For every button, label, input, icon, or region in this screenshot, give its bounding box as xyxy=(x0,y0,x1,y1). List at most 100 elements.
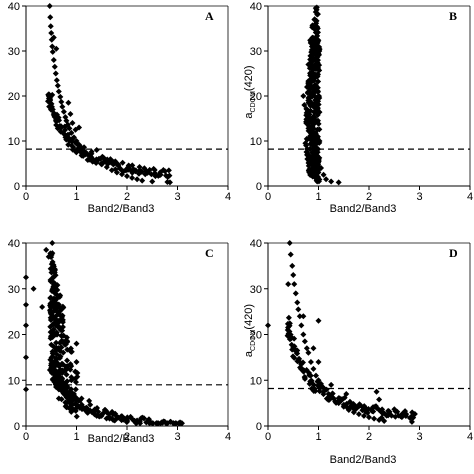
data-point xyxy=(139,177,146,184)
data-point xyxy=(166,179,173,186)
x-tick-label: 0 xyxy=(23,431,29,443)
x-tick-label: 1 xyxy=(315,431,321,443)
data-point xyxy=(50,326,57,333)
data-point xyxy=(64,384,71,391)
data-point xyxy=(55,324,62,331)
data-point xyxy=(113,169,120,176)
data-point xyxy=(55,88,62,95)
data-point xyxy=(314,11,321,18)
data-point xyxy=(313,4,320,11)
x-tick-label: 3 xyxy=(416,191,422,203)
data-point xyxy=(60,349,67,356)
data-point xyxy=(408,418,415,425)
data-point xyxy=(291,343,298,350)
panel-letter: B xyxy=(449,9,457,23)
data-point xyxy=(299,359,306,366)
x-tick-label: 2 xyxy=(124,431,130,443)
data-point xyxy=(134,417,141,424)
x-tick-label: 2 xyxy=(366,431,372,443)
data-point xyxy=(53,339,60,346)
data-point xyxy=(314,57,321,64)
data-point xyxy=(48,30,55,36)
data-point xyxy=(298,322,305,329)
data-point xyxy=(320,171,327,178)
data-point xyxy=(63,371,70,378)
data-point xyxy=(146,166,153,173)
data-point xyxy=(300,313,307,320)
data-point xyxy=(103,164,110,171)
y-tick-label: 30 xyxy=(8,46,20,58)
y-tick-label: 30 xyxy=(8,284,20,296)
data-point xyxy=(328,381,335,388)
data-point xyxy=(55,360,62,367)
data-point xyxy=(83,404,90,411)
data-point xyxy=(106,413,113,420)
data-point xyxy=(315,120,322,127)
data-point xyxy=(47,14,54,21)
data-point xyxy=(78,395,85,402)
y-tick-label: 10 xyxy=(8,375,20,387)
data-point xyxy=(73,413,80,420)
data-point xyxy=(72,368,79,375)
data-point xyxy=(66,125,73,132)
data-point xyxy=(53,45,60,52)
data-point xyxy=(294,299,301,306)
data-point xyxy=(151,166,158,173)
data-point xyxy=(177,419,184,426)
data-point xyxy=(54,286,61,293)
data-point xyxy=(23,274,29,281)
data-point xyxy=(300,93,307,99)
data-point xyxy=(291,335,298,342)
x-tick-label: 4 xyxy=(467,191,473,203)
data-point xyxy=(51,267,58,274)
x-tick-label: 1 xyxy=(73,191,79,203)
x-tick-label: 3 xyxy=(174,191,180,203)
data-point xyxy=(161,418,168,425)
data-point xyxy=(314,88,321,95)
data-point xyxy=(73,138,80,144)
data-point xyxy=(166,172,173,179)
data-point xyxy=(52,70,59,77)
x-tick-label: 2 xyxy=(124,191,130,203)
data-point xyxy=(50,57,57,63)
x-tick-label: 1 xyxy=(315,191,321,203)
data-point xyxy=(49,106,56,113)
data-point xyxy=(316,44,323,51)
data-point xyxy=(59,303,66,310)
data-point xyxy=(49,48,56,55)
x-tick-label: 3 xyxy=(174,431,180,443)
data-point xyxy=(64,357,71,364)
data-point xyxy=(52,281,59,288)
data-point xyxy=(58,361,65,368)
x-tick-label: 4 xyxy=(467,431,473,443)
y-tick-label: 0 xyxy=(14,181,20,193)
data-point xyxy=(76,124,83,131)
data-point xyxy=(314,162,321,169)
data-point xyxy=(370,408,377,415)
data-point xyxy=(134,176,141,183)
data-point xyxy=(68,363,75,370)
data-point xyxy=(312,23,319,30)
data-point xyxy=(314,38,321,45)
data-point xyxy=(88,148,95,155)
data-point xyxy=(54,331,61,338)
data-point xyxy=(314,49,321,56)
data-point xyxy=(411,410,418,417)
data-point xyxy=(292,290,299,297)
data-point xyxy=(312,66,319,72)
data-point xyxy=(312,29,319,36)
data-point xyxy=(23,386,29,393)
data-point xyxy=(371,415,378,422)
data-point xyxy=(314,109,321,116)
data-point xyxy=(116,165,123,172)
data-point xyxy=(291,281,298,288)
data-point xyxy=(360,412,367,419)
data-points xyxy=(265,240,418,425)
data-point xyxy=(47,250,54,257)
data-point xyxy=(70,134,77,141)
data-point xyxy=(312,388,319,395)
data-point xyxy=(70,390,77,397)
data-point xyxy=(113,415,120,422)
data-point xyxy=(53,77,60,84)
